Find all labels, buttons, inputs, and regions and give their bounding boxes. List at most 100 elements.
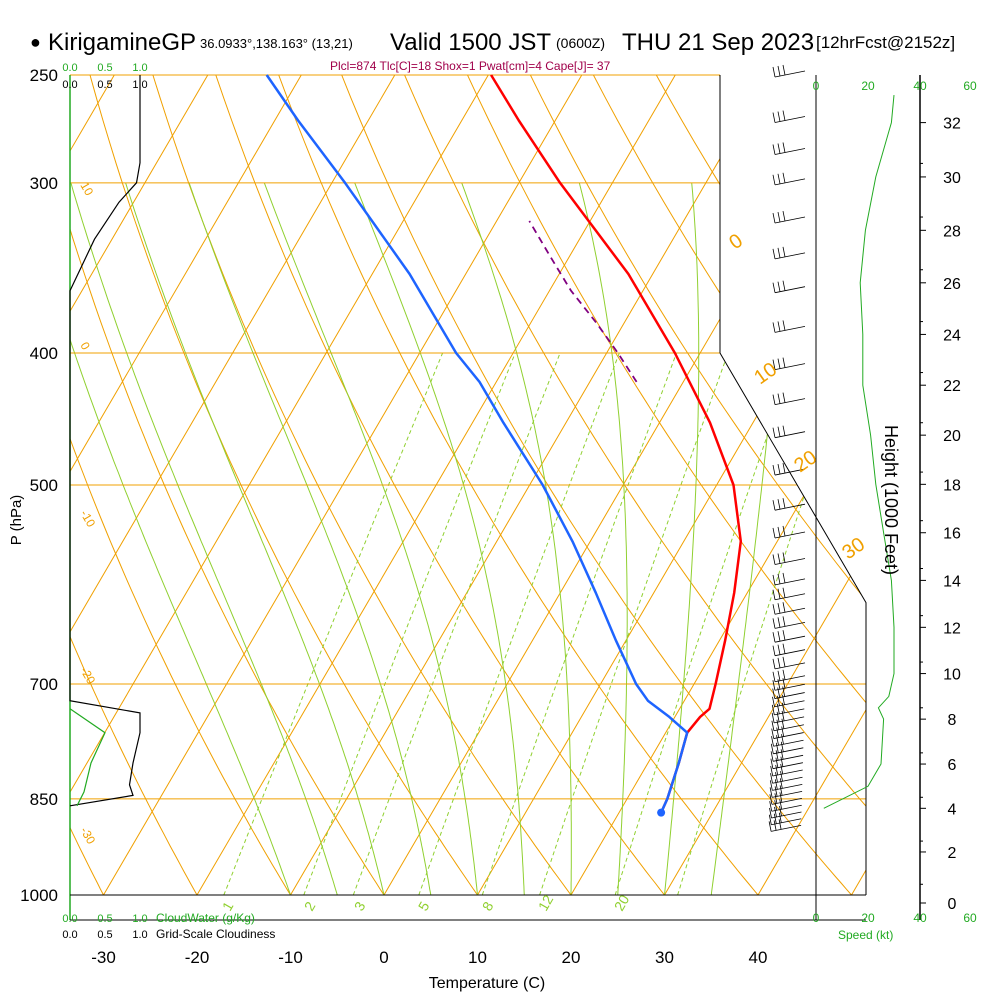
wind-barb-flag xyxy=(771,728,775,739)
wind-barb-flag xyxy=(769,794,773,805)
wind-barb-flag xyxy=(772,527,776,539)
mixing-ratio-label: 8 xyxy=(479,899,497,914)
wind-barb-flag xyxy=(781,726,785,737)
theta-label: 10 xyxy=(750,358,781,389)
wind-barb-flag xyxy=(777,687,781,698)
valid-zulu: (0600Z) xyxy=(556,35,605,51)
wind-barb-flag xyxy=(774,800,778,811)
wind-barb-flag xyxy=(772,632,776,643)
wind-barb-flag xyxy=(781,718,785,729)
mixing-ratio-line xyxy=(303,352,516,895)
wind-barb-flag xyxy=(777,281,781,292)
wind-barb-flag xyxy=(782,142,786,153)
speed-tick-top: 20 xyxy=(861,79,875,93)
wind-barb-flag xyxy=(782,525,786,537)
dry-adiabat-line xyxy=(278,75,759,895)
theta-label: 0 xyxy=(725,230,747,254)
wind-barb-flag xyxy=(781,734,784,745)
wind-barb-flag xyxy=(772,174,776,185)
isotherm-line xyxy=(0,75,21,895)
wind-barb-flag xyxy=(780,749,784,760)
wind-barb-flag xyxy=(782,552,786,563)
wind-barb-flag xyxy=(782,392,786,403)
wind-barb-flag xyxy=(776,703,780,714)
wind-barb-flag xyxy=(772,680,776,691)
wind-barb-flag xyxy=(782,425,786,436)
wind-barb-flag xyxy=(777,143,781,154)
dry-adiabat-line xyxy=(70,75,385,895)
wind-barb-flag xyxy=(771,712,775,723)
wind-barb-flag xyxy=(772,574,776,585)
header-dot: ● xyxy=(30,32,41,52)
cloudwater-tick-top: 0.5 xyxy=(97,62,112,74)
height-tick-label: 18 xyxy=(943,477,961,494)
pressure-tick-label: 300 xyxy=(30,174,58,193)
wind-barb-flag xyxy=(772,671,776,682)
wind-barb-flag xyxy=(770,765,774,777)
cloudwater-label: CloudWater (g/Kg) xyxy=(156,911,255,925)
valid-time: Valid 1500 JST xyxy=(390,29,551,56)
parcel-profile xyxy=(528,220,638,383)
wind-barb-flag xyxy=(780,741,784,752)
wind-barb-flag xyxy=(772,282,776,293)
wind-barb-flag xyxy=(777,644,781,655)
wind-barb-flag xyxy=(774,786,778,797)
wind-barb-flag xyxy=(775,764,779,776)
moist-adiabat-line xyxy=(710,182,789,895)
wind-barb-flag xyxy=(769,801,773,812)
wind-barb-flag xyxy=(771,704,775,715)
isotherm-label: 10 xyxy=(77,180,96,199)
pressure-tick-label: 700 xyxy=(30,675,58,694)
mixing-ratio-label: 5 xyxy=(415,899,433,914)
cloudwater-tick-bottom: 0.0 xyxy=(62,913,77,925)
temperature-profile xyxy=(490,74,743,814)
wind-barb-flag xyxy=(777,679,781,690)
dry-adiabat-line xyxy=(341,75,852,895)
wind-barb-flag xyxy=(779,785,783,796)
profile-lines xyxy=(69,74,895,817)
wind-barb-flag xyxy=(777,111,781,122)
wind-barb-flag xyxy=(768,821,772,832)
speed-axis-label: Speed (kt) xyxy=(838,928,893,942)
cloudiness-tick-bottom: 0.5 xyxy=(97,929,112,941)
surface-point xyxy=(657,808,666,817)
wind-barb-flag xyxy=(772,645,776,656)
stability-indices: Plcl=874 Tlc[C]=18 Shox=1 Pwat[cm]=4 Cap… xyxy=(330,59,611,73)
mixing-ratio-line xyxy=(614,352,797,895)
wind-barb-flag xyxy=(778,819,782,830)
wind-barb-flag xyxy=(782,630,786,641)
wind-barb-flag xyxy=(782,210,786,222)
isotherm-line xyxy=(70,75,302,895)
wind-barb-flag xyxy=(777,553,781,564)
wind-barb-flag xyxy=(774,793,778,804)
wind-barb-flag xyxy=(782,587,786,598)
wind-barbs xyxy=(768,64,806,832)
mixing-ratio-line xyxy=(677,352,853,895)
wind-barb-flag xyxy=(770,751,774,762)
wind-barb-flag xyxy=(769,807,772,819)
height-tick-label: 14 xyxy=(943,573,961,590)
height-tick-label: 22 xyxy=(943,378,961,395)
speed-tick-top: 60 xyxy=(963,79,977,93)
cloudiness-tick-bottom: 1.0 xyxy=(132,929,147,941)
wind-barb-flag xyxy=(779,792,783,803)
wind-barb-flag xyxy=(777,573,781,584)
dry-adiabat-line xyxy=(215,75,665,895)
height-tick-label: 6 xyxy=(948,757,957,774)
wind-barb-flag xyxy=(780,771,783,782)
y-axis-label: P (hPa) xyxy=(8,495,25,546)
height-tick-label: 16 xyxy=(943,526,961,543)
wind-barb-flag xyxy=(771,720,775,731)
wind-barb-flag xyxy=(772,618,776,629)
temp-tick-label: 20 xyxy=(562,948,581,967)
cloudiness-tick-top: 0.5 xyxy=(97,79,112,91)
wind-barb-flag xyxy=(779,799,783,810)
wind-barb-flag xyxy=(782,616,786,627)
height-tick-label: 30 xyxy=(943,170,961,187)
dewpoint-profile xyxy=(265,74,689,814)
wind-speed-profile xyxy=(823,95,895,809)
wind-barb-flag xyxy=(772,554,776,565)
dry-adiabat-line xyxy=(529,75,866,895)
speed-tick-bottom: 60 xyxy=(963,911,977,925)
